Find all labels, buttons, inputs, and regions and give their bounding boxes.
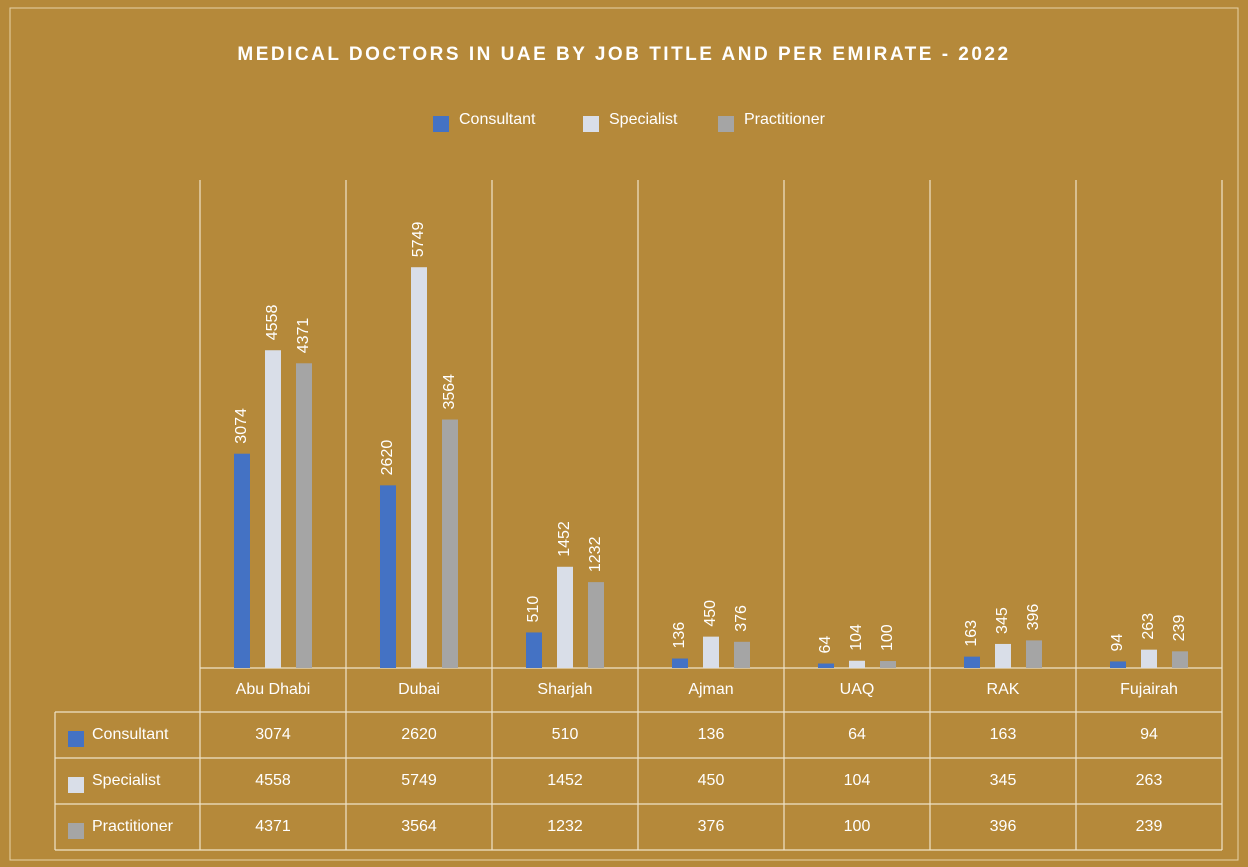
bar [526,632,542,668]
x-tick-label: RAK [987,681,1020,698]
bar [557,566,573,668]
table-cell: 2620 [401,726,437,743]
bar [1172,651,1188,668]
legend-swatch [583,116,599,132]
value-label: 136 [671,622,688,649]
value-label: 450 [702,600,719,627]
table-cell: 376 [698,818,725,835]
bar [849,660,865,668]
table-cell: 163 [990,726,1017,743]
table-cell: 64 [848,726,866,743]
bar [411,267,427,668]
frame [9,7,1239,861]
table-cell: 4371 [255,818,291,835]
x-tick-label: Dubai [398,681,440,698]
x-tick-label: Abu Dhabi [236,681,311,698]
table-cell: 94 [1140,726,1158,743]
bar [234,453,250,668]
table-cell: 136 [698,726,725,743]
table-cell: 1232 [547,818,583,835]
value-label: 345 [994,607,1011,634]
table-swatch [68,731,84,747]
x-tick-label: Fujairah [1120,681,1178,698]
value-label: 163 [963,620,980,647]
bar [818,663,834,668]
value-label: 64 [817,636,834,654]
value-label: 263 [1140,613,1157,640]
legend-swatch [433,116,449,132]
value-label: 1452 [556,521,573,557]
table-cell: 263 [1136,772,1163,789]
bar [703,636,719,668]
bar [1026,640,1042,668]
value-label: 100 [879,624,896,651]
x-tick-label: Sharjah [537,681,592,698]
value-label: 396 [1025,604,1042,631]
x-tick-label: UAQ [840,681,875,698]
bar [588,582,604,668]
table-cell: 510 [552,726,579,743]
table-cell: 396 [990,818,1017,835]
table-cell: 239 [1136,818,1163,835]
table-row-header: Consultant [92,726,169,743]
table-cell: 450 [698,772,725,789]
table-row-header: Practitioner [92,818,174,835]
x-tick-label: Ajman [688,681,733,698]
table-cell: 345 [990,772,1017,789]
value-label: 239 [1171,615,1188,642]
bar [1141,649,1157,668]
bar [296,363,312,668]
bar [734,641,750,668]
bar [380,485,396,668]
value-label: 1232 [587,536,604,572]
table-cell: 100 [844,818,871,835]
legend-label: Practitioner [744,111,826,128]
value-label: 5749 [410,222,427,258]
bar [964,656,980,668]
bar [880,661,896,668]
value-label: 3564 [441,374,458,410]
table-swatch [68,777,84,793]
value-label: 510 [525,596,542,623]
bar [265,350,281,668]
legend-label: Specialist [609,111,678,128]
table-swatch [68,823,84,839]
table-row-header: Specialist [92,772,161,789]
table-cell: 5749 [401,772,437,789]
bar [1110,661,1126,668]
legend-label: Consultant [459,111,536,128]
table-cell: 1452 [547,772,583,789]
value-label: 2620 [379,440,396,476]
legend-swatch [718,116,734,132]
bar [995,643,1011,668]
bar [442,419,458,668]
bar [672,658,688,668]
table-cell: 3074 [255,726,291,743]
value-label: 3074 [233,408,250,444]
value-label: 4558 [264,305,281,341]
table-cell: 4558 [255,772,291,789]
table-cell: 104 [844,772,871,789]
table-cell: 3564 [401,818,437,835]
value-label: 94 [1109,634,1126,652]
value-label: 4371 [295,318,312,354]
value-label: 376 [733,605,750,632]
chart-title: MEDICAL DOCTORS IN UAE BY JOB TITLE AND … [237,44,1010,65]
value-label: 104 [848,624,865,651]
